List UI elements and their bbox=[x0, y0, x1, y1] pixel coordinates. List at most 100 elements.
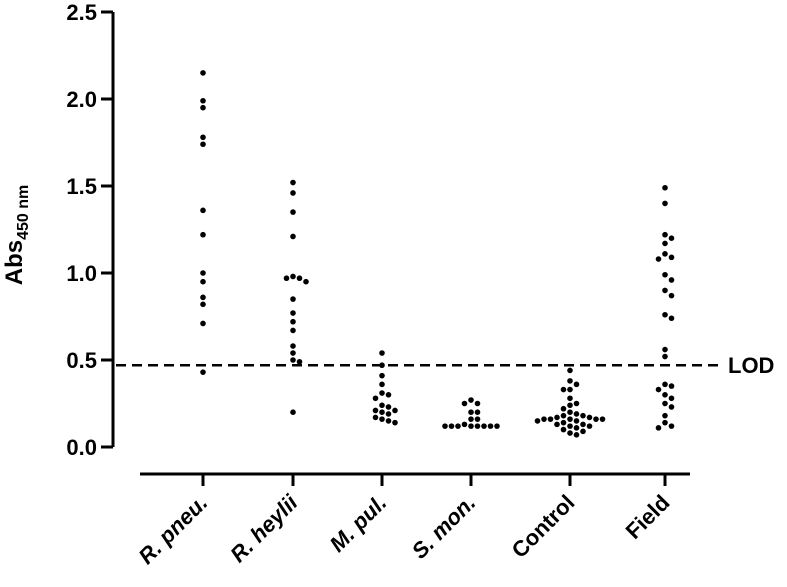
data-point bbox=[573, 425, 580, 431]
y-axis-title-main: Abs bbox=[1, 240, 28, 285]
lod-label: LOD bbox=[728, 353, 774, 378]
data-point bbox=[468, 423, 474, 429]
data-point bbox=[379, 402, 385, 409]
y-tick-label: 1.5 bbox=[66, 174, 97, 199]
data-point bbox=[290, 409, 296, 416]
data-point bbox=[567, 402, 573, 409]
data-point bbox=[668, 315, 675, 322]
data-point bbox=[200, 294, 206, 301]
data-point bbox=[290, 310, 296, 316]
data-point bbox=[547, 416, 554, 422]
data-point bbox=[668, 235, 675, 241]
data-point bbox=[662, 381, 668, 388]
data-point bbox=[586, 414, 593, 421]
x-category-label: Control bbox=[507, 490, 580, 563]
data-point bbox=[474, 416, 481, 422]
data-point bbox=[200, 369, 206, 375]
x-category-label: M. pul. bbox=[325, 490, 392, 557]
data-point bbox=[662, 392, 668, 398]
data-point bbox=[560, 419, 567, 426]
data-point bbox=[290, 273, 296, 280]
data-point bbox=[573, 381, 580, 388]
data-point bbox=[662, 400, 668, 407]
y-tick-label: 2.0 bbox=[66, 87, 97, 112]
x-category-label: Field bbox=[621, 490, 675, 544]
data-point bbox=[573, 411, 580, 417]
data-point bbox=[560, 405, 567, 412]
data-point bbox=[487, 423, 494, 429]
data-point bbox=[662, 311, 668, 318]
x-category-label: S. mon. bbox=[407, 490, 481, 564]
data-point bbox=[290, 209, 296, 215]
data-point bbox=[567, 416, 573, 422]
data-point bbox=[580, 412, 586, 419]
data-point bbox=[468, 416, 474, 422]
data-point bbox=[560, 386, 567, 393]
y-axis: 0.0 0.5 1.0 1.5 2.0 2.5 bbox=[66, 0, 115, 460]
data-point bbox=[580, 421, 586, 428]
data-point bbox=[668, 395, 675, 402]
data-point bbox=[200, 278, 206, 285]
data-point bbox=[668, 404, 675, 410]
data-point bbox=[655, 256, 662, 262]
data-point bbox=[655, 386, 662, 393]
data-point bbox=[461, 421, 468, 428]
data-point bbox=[200, 97, 206, 104]
data-point bbox=[200, 104, 206, 111]
data-point bbox=[290, 233, 296, 240]
data-point bbox=[668, 423, 675, 429]
data-point bbox=[385, 392, 392, 398]
data-point bbox=[303, 278, 309, 285]
data-point bbox=[461, 400, 468, 407]
data-point bbox=[296, 275, 303, 282]
data-point bbox=[534, 418, 541, 424]
data-point bbox=[668, 254, 675, 261]
y-tick-label: 1.0 bbox=[66, 261, 97, 286]
data-points bbox=[200, 70, 675, 438]
data-point bbox=[200, 270, 206, 276]
data-point bbox=[379, 372, 385, 379]
data-point bbox=[567, 395, 573, 402]
data-point bbox=[567, 386, 573, 393]
y-tick-label: 0.5 bbox=[66, 348, 97, 373]
data-point bbox=[662, 346, 668, 353]
data-point bbox=[200, 70, 206, 76]
x-axis: R. pneu. R. heylii M. pul. S. mon. Control Fi… bbox=[133, 472, 690, 569]
data-point bbox=[379, 381, 385, 388]
data-point bbox=[662, 184, 668, 191]
data-point bbox=[200, 134, 206, 141]
data-point bbox=[290, 327, 296, 334]
data-point bbox=[290, 343, 296, 349]
data-point bbox=[379, 390, 385, 396]
data-point bbox=[481, 423, 487, 429]
y-tick-label: 2.5 bbox=[66, 0, 97, 25]
data-point bbox=[379, 416, 385, 422]
data-point bbox=[560, 426, 567, 433]
data-point bbox=[567, 378, 573, 384]
data-point bbox=[448, 423, 455, 429]
data-point bbox=[662, 251, 668, 257]
data-point bbox=[283, 275, 290, 282]
data-point bbox=[662, 240, 668, 247]
x-category-label: R. heylii bbox=[225, 489, 303, 567]
data-point bbox=[296, 358, 303, 365]
data-point bbox=[662, 287, 668, 294]
data-point bbox=[474, 400, 481, 407]
data-point bbox=[290, 350, 296, 356]
data-point bbox=[442, 423, 448, 429]
data-point bbox=[554, 414, 560, 421]
data-point bbox=[560, 412, 567, 419]
data-point bbox=[200, 141, 206, 148]
data-point bbox=[290, 296, 296, 302]
data-point bbox=[662, 271, 668, 278]
y-axis-title-subscript: 450 nm bbox=[15, 185, 32, 240]
data-point bbox=[385, 411, 392, 417]
data-point bbox=[541, 416, 547, 422]
data-point bbox=[468, 397, 474, 403]
data-point bbox=[668, 383, 675, 389]
data-point bbox=[468, 409, 474, 416]
data-point bbox=[290, 190, 296, 196]
data-point bbox=[662, 353, 668, 360]
data-point bbox=[379, 362, 385, 369]
data-point bbox=[567, 409, 573, 416]
